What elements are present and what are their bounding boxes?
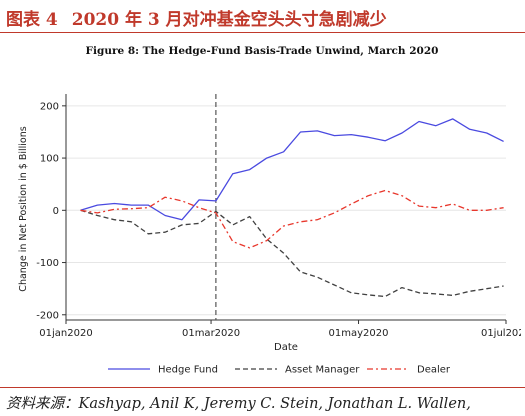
chart-panel: Figure 8: The Hedge-Fund Basis-Trade Unw… bbox=[4, 38, 521, 384]
legend-label-hedge-fund: Hedge Fund bbox=[158, 365, 218, 376]
figure-number: 图表 4 bbox=[6, 10, 58, 30]
title-divider bbox=[0, 32, 525, 33]
y-tick-label: 0 bbox=[53, 206, 59, 217]
dealer-line bbox=[80, 189, 504, 249]
y-tick-label: -100 bbox=[36, 258, 59, 269]
plot-area bbox=[66, 98, 506, 320]
y-tick-label: -200 bbox=[36, 310, 59, 321]
legend-label-asset-manager: Asset Manager bbox=[285, 365, 360, 376]
asset-manager-line bbox=[80, 209, 504, 298]
source-label: 资料来源： bbox=[6, 396, 79, 412]
figure-title: 图表 4 2020 年 3 月对冲基金空头头寸急剧减少 bbox=[6, 5, 519, 31]
y-tick-label: 100 bbox=[40, 154, 59, 165]
source-divider bbox=[0, 387, 525, 388]
x-tick-label: 01mar2020 bbox=[182, 328, 240, 339]
x-tick-label: 01jul2020 bbox=[481, 328, 521, 339]
source-note: 资料来源：Kashyap, Anil K, Jeremy C. Stein, J… bbox=[6, 392, 521, 413]
x-tick-label: 01jan2020 bbox=[39, 328, 92, 339]
hedge-fund-line bbox=[80, 118, 504, 221]
legend-label-dealer: Dealer bbox=[417, 365, 451, 376]
x-tick-label: 01may2020 bbox=[329, 328, 389, 339]
y-axis-label: Change in Net Position in $ Billions bbox=[18, 126, 29, 291]
x-axis-label: Date bbox=[274, 342, 298, 353]
source-text: Kashyap, Anil K, Jeremy C. Stein, Jonath… bbox=[78, 396, 471, 412]
y-tick-label: 200 bbox=[40, 101, 59, 112]
line-chart: Figure 8: The Hedge-Fund Basis-Trade Unw… bbox=[18, 45, 521, 376]
figure-title-text: 2020 年 3 月对冲基金空头头寸急剧减少 bbox=[71, 10, 387, 30]
chart-title: Figure 8: The Hedge-Fund Basis-Trade Unw… bbox=[86, 45, 439, 57]
